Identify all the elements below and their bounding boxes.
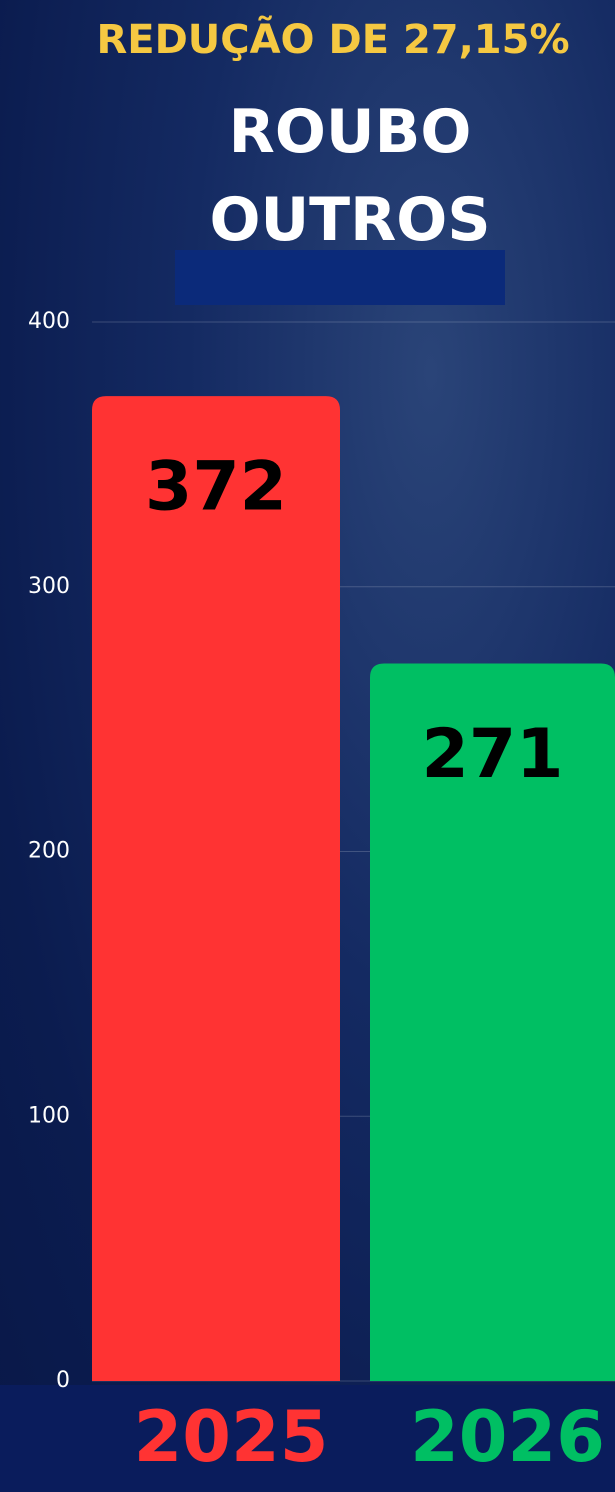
y-tick-label: 200: [28, 839, 70, 864]
x-tick-label: 2026: [410, 1396, 605, 1478]
y-tick-label: 300: [28, 574, 70, 599]
x-tick-label: 2025: [134, 1396, 329, 1478]
y-tick-label: 100: [28, 1103, 70, 1128]
chart-title: ROUBO OUTROS: [200, 88, 500, 264]
y-tick-label: 0: [56, 1368, 70, 1393]
annotation: REDUÇÃO DE 27,15%: [96, 14, 569, 63]
y-tick-label: 400: [28, 309, 70, 334]
page: REDUÇÃO DE 27,15% 0 100 200 300 400 372 2025 27…: [0, 0, 615, 1492]
bar: [92, 396, 340, 1381]
value-label: 372: [145, 448, 287, 527]
value-label: 271: [422, 715, 564, 794]
